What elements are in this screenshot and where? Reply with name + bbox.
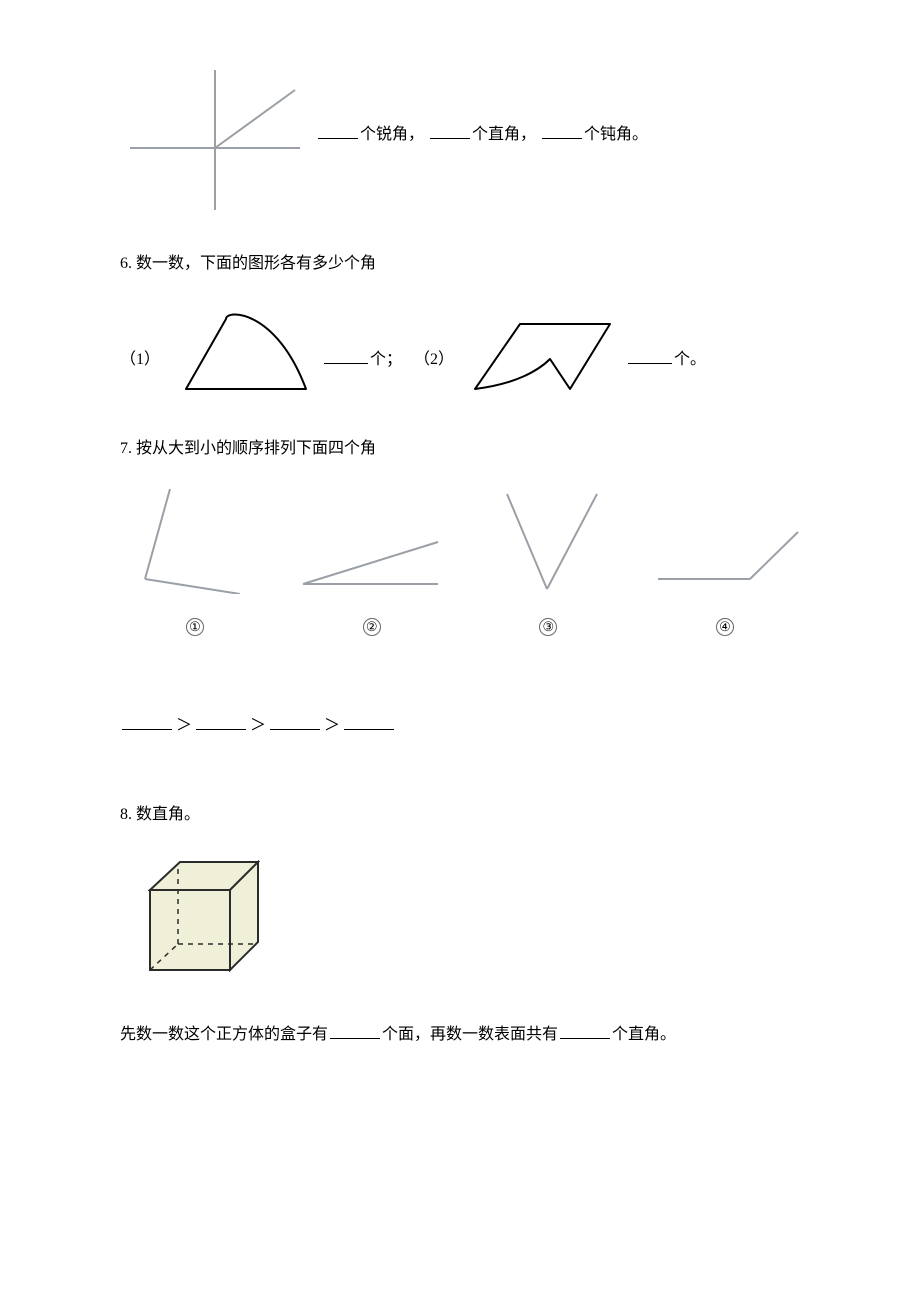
q7-number-1: ①: [120, 612, 270, 642]
q6-row: （1） 个； （2） 个。: [120, 299, 800, 399]
q5-text: 个锐角， 个直角， 个钝角。: [316, 121, 648, 150]
q6-unit-1: 个；: [370, 351, 402, 368]
q5-blank-right[interactable]: [430, 121, 470, 139]
q7-inequality: ＞ ＞ ＞: [120, 712, 800, 741]
q7-figure-1: [120, 484, 250, 605]
q6-part-1: （1） 个；: [120, 299, 402, 399]
q6-blank-2[interactable]: [628, 346, 672, 364]
q8-blank-faces[interactable]: [330, 1021, 380, 1039]
q7-number-4: ④: [650, 612, 800, 642]
q8-text-1: 先数一数这个正方体的盒子有: [120, 1026, 328, 1043]
q8-cube-figure: [120, 850, 800, 991]
q5-label-obtuse: 个钝角。: [584, 126, 648, 143]
q5-row: 个锐角， 个直角， 个钝角。: [120, 60, 800, 210]
q5-blank-obtuse[interactable]: [542, 121, 582, 139]
q7-gt-2: ＞: [250, 717, 266, 734]
q7-gt-3: ＞: [324, 717, 340, 734]
q7-blank-4[interactable]: [344, 713, 394, 731]
q7-title: 7. 按从大到小的顺序排列下面四个角: [120, 435, 800, 464]
q8-title: 8. 数直角。: [120, 801, 800, 830]
q8-sentence: 先数一数这个正方体的盒子有 个面，再数一数表面共有 个直角。: [120, 1021, 800, 1050]
q6-trail-1: 个；: [322, 346, 402, 375]
q8-text-2: 个面，再数一数表面共有: [382, 1026, 558, 1043]
q6-part-2: （2） 个。: [414, 309, 706, 399]
q6-trail-2: 个。: [626, 346, 706, 375]
q7-gt-1: ＞: [176, 717, 192, 734]
q5-label-right: 个直角，: [472, 126, 536, 143]
q7-blank-1[interactable]: [122, 713, 172, 731]
q6-figure-2: [460, 309, 620, 399]
q7-numbers-row: ①②③④: [120, 612, 800, 642]
q5-figure: [120, 60, 300, 210]
q8-text-3: 个直角。: [612, 1026, 676, 1043]
q6-unit-2: 个。: [674, 351, 706, 368]
q7-blank-2[interactable]: [196, 713, 246, 731]
q5-label-acute: 个锐角，: [360, 126, 424, 143]
q6-title: 6. 数一数，下面的图形各有多少个角: [120, 250, 800, 279]
q7-number-3: ③: [473, 612, 623, 642]
q7-number-2: ②: [297, 612, 447, 642]
q6-blank-1[interactable]: [324, 346, 368, 364]
q5-blank-acute[interactable]: [318, 121, 358, 139]
q7-figure-3: [487, 484, 607, 605]
q7-blank-3[interactable]: [270, 713, 320, 731]
q7-figure-2: [293, 524, 443, 605]
q6-label-1: （1）: [120, 346, 160, 375]
q7-figure-4: [650, 524, 800, 605]
q7-figures-row: [120, 484, 800, 605]
q6-figure-1: [166, 299, 316, 399]
q8-blank-angles[interactable]: [560, 1021, 610, 1039]
worksheet-page: 个锐角， 个直角， 个钝角。 6. 数一数，下面的图形各有多少个角 （1） 个；…: [0, 0, 920, 1129]
q6-label-2: （2）: [414, 346, 454, 375]
